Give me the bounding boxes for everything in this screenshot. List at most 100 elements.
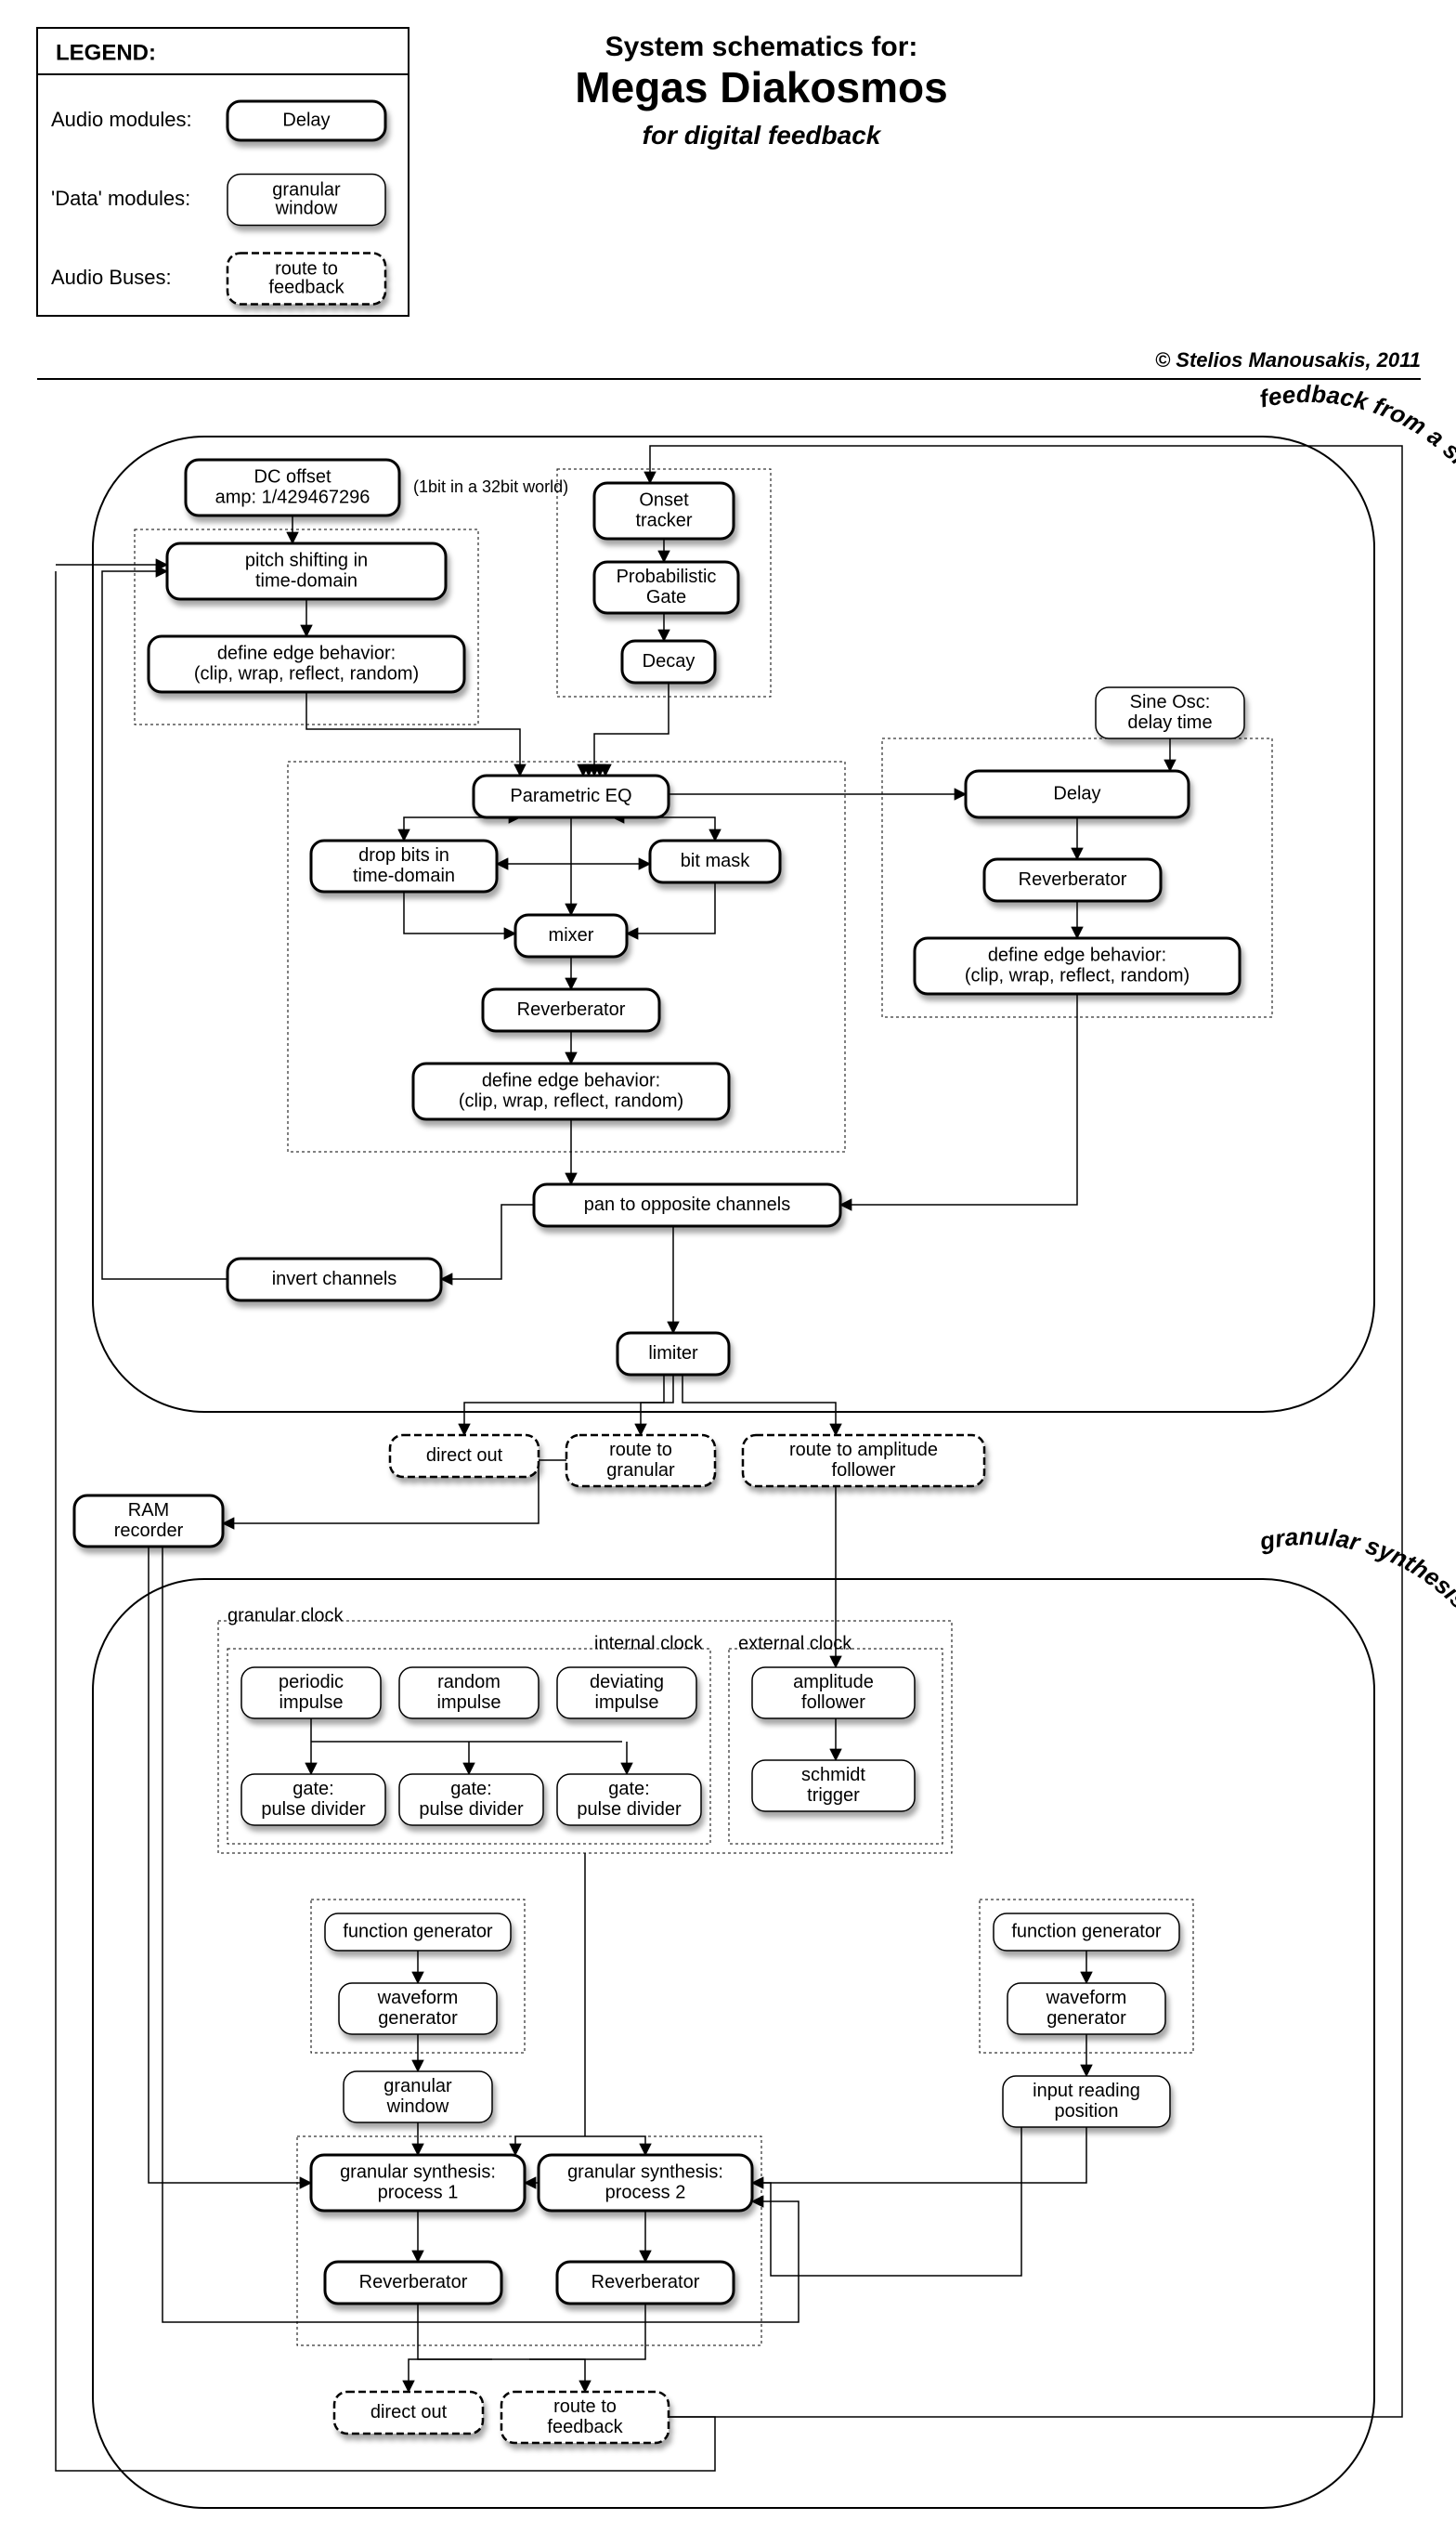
node-rev3-label: Reverberator <box>359 2272 468 2292</box>
node-rev1-label: Reverberator <box>517 999 626 1020</box>
node-ramp-label: route to amplitude <box>789 1440 938 1460</box>
node-dc-label: DC offset <box>254 466 332 487</box>
node-dropbits-label: drop bits in <box>358 845 449 866</box>
node-limiter-label: limiter <box>648 1343 698 1364</box>
nodes-layer: DC offsetamp: 1/429467296pitch shifting … <box>74 460 1244 2443</box>
edge <box>641 1375 673 1435</box>
node-edge2-label: define edge behavior: <box>482 1070 660 1090</box>
node-pgate-label: Probabilistic <box>617 567 717 587</box>
edge <box>585 2136 645 2155</box>
node-sine-label: delay time <box>1127 712 1212 733</box>
legend-row-label: Audio modules: <box>51 108 192 131</box>
node-dout2-label: direct out <box>370 2402 448 2422</box>
node-bitmask-label: bit mask <box>681 851 750 871</box>
node-per-label: periodic <box>279 1672 344 1692</box>
node-gp1-label: granular synthesis: <box>340 2161 496 2182</box>
node-ampf-label: amplitude <box>793 1672 874 1692</box>
node-rgran-label: route to <box>609 1440 672 1460</box>
node-wg2-label: generator <box>1046 2008 1126 2029</box>
svg-text:window: window <box>275 198 338 218</box>
edge <box>418 2304 529 2359</box>
edge <box>529 2359 585 2392</box>
edge <box>613 817 715 841</box>
node-delay-label: Delay <box>1053 783 1100 803</box>
node-mixer-label: mixer <box>549 925 594 946</box>
edge <box>306 692 520 776</box>
edge <box>515 2136 585 2155</box>
svg-text:feedback: feedback <box>268 277 344 297</box>
node-wg1-label: generator <box>378 2008 458 2029</box>
node-schmidt-label: schmidt <box>801 1765 865 1785</box>
node-edge3-label: define edge behavior: <box>988 945 1166 965</box>
node-pan-label: pan to opposite channels <box>584 1195 790 1215</box>
node-gate2-label: pulse divider <box>419 1799 524 1820</box>
edge <box>404 817 520 841</box>
title-line3: for digital feedback <box>643 121 882 150</box>
dc-annotation: (1bit in a 32bit world) <box>413 477 568 496</box>
edge <box>840 994 1077 1205</box>
node-dropbits-label: time-domain <box>353 866 455 886</box>
node-fg1-label: function generator <box>343 1921 493 1941</box>
node-dc-label: amp: 1/429467296 <box>215 487 370 507</box>
svg-text:Delay: Delay <box>282 110 330 130</box>
svg-text:route to: route to <box>275 258 338 279</box>
node-pgate-label: Gate <box>646 587 686 607</box>
node-pitch-label: time-domain <box>255 570 358 591</box>
node-gate1-label: pulse divider <box>261 1799 366 1820</box>
node-gate1-label: gate: <box>292 1779 333 1799</box>
node-rev4-label: Reverberator <box>592 2272 700 2292</box>
credit-line: © Stelios Manousakis, 2011 <box>1155 348 1421 372</box>
legend-row-label: 'Data' modules: <box>51 187 190 210</box>
node-rgran-label: granular <box>606 1460 675 1481</box>
node-rand-label: random <box>437 1672 500 1692</box>
node-dev-label: impulse <box>595 1692 659 1713</box>
node-gp2-label: granular synthesis: <box>567 2161 723 2182</box>
edge <box>149 1547 311 2183</box>
node-wg2-label: waveform <box>1046 1988 1127 2008</box>
edge <box>529 2304 645 2359</box>
r-granular-label: granular synthesis <box>1256 1522 1456 1614</box>
node-gwin-label: window <box>386 2096 449 2117</box>
node-peq-label: Parametric EQ <box>510 786 631 806</box>
g-int-label: internal clock <box>594 1633 704 1653</box>
edge <box>752 2127 1086 2183</box>
edge <box>682 1375 836 1435</box>
edge <box>627 882 715 934</box>
node-rfb-label: feedback <box>547 2417 623 2437</box>
node-edge1-label: (clip, wrap, reflect, random) <box>194 663 419 684</box>
node-sine-label: Sine Osc: <box>1130 692 1211 712</box>
node-ram-label: recorder <box>114 1521 184 1541</box>
legend-row-label: Audio Buses: <box>51 266 172 289</box>
svg-text:granular: granular <box>272 179 341 200</box>
node-dout1-label: direct out <box>426 1445 503 1466</box>
node-gate2-label: gate: <box>450 1779 491 1799</box>
node-gate3-label: pulse divider <box>577 1799 682 1820</box>
node-fg2-label: function generator <box>1011 1921 1162 1941</box>
node-invert-label: invert channels <box>272 1269 397 1289</box>
node-ram-label: RAM <box>128 1500 169 1521</box>
node-dev-label: deviating <box>590 1672 664 1692</box>
node-inpos-label: position <box>1055 2101 1119 2122</box>
legend-title: LEGEND: <box>56 40 156 65</box>
r-feedback-label: feedback from a single bit <box>1257 380 1456 542</box>
title-line2: Megas Diakosmos <box>575 63 947 111</box>
node-ampf-label: follower <box>801 1692 865 1713</box>
node-gwin-label: granular <box>384 2076 452 2096</box>
node-wg1-label: waveform <box>377 1988 459 2008</box>
node-gate3-label: gate: <box>608 1779 649 1799</box>
node-inpos-label: input reading <box>1033 2081 1140 2101</box>
title-line1: System schematics for: <box>605 32 918 62</box>
node-gp1-label: process 1 <box>378 2182 459 2202</box>
node-onset-label: tracker <box>635 510 692 530</box>
g-clock-label: granular clock <box>228 1605 344 1626</box>
schematic-canvas: LEGEND: Audio modules: Delay 'Data' modules… <box>0 0 1456 2546</box>
edge <box>404 892 515 934</box>
node-decay-label: Decay <box>643 651 696 672</box>
node-rev2-label: Reverberator <box>1019 869 1127 890</box>
node-edge3-label: (clip, wrap, reflect, random) <box>965 965 1190 986</box>
edge <box>409 2359 492 2392</box>
node-schmidt-label: trigger <box>807 1785 860 1806</box>
edge <box>464 1375 664 1435</box>
node-onset-label: Onset <box>639 490 689 510</box>
node-edge2-label: (clip, wrap, reflect, random) <box>459 1090 683 1111</box>
